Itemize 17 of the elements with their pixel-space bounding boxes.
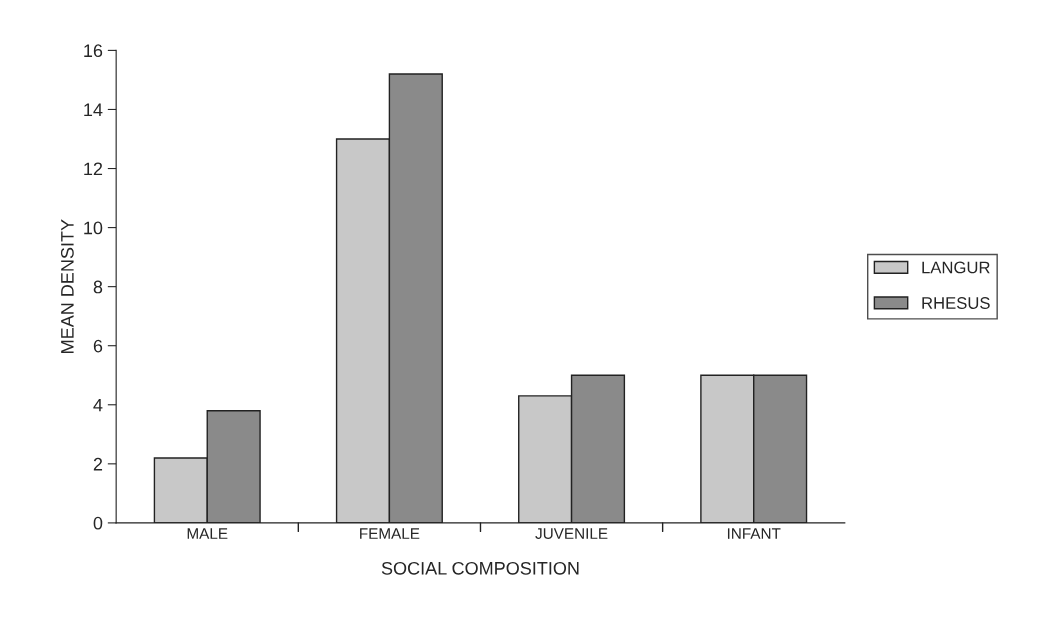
y-tick-label: 2: [93, 457, 103, 471]
y-axis-title: MEAN DENSITY: [60, 219, 74, 353]
y-tick-label: 6: [93, 339, 103, 353]
y-tick-label: 10: [84, 221, 103, 235]
x-tick-label: INFANT: [727, 528, 781, 539]
y-tick-label: 8: [93, 280, 103, 294]
y-tick-label: 16: [84, 44, 103, 58]
legend-label: RHESUS: [922, 297, 990, 309]
y-tick-label: 0: [93, 516, 103, 530]
legend-label: LANGUR: [922, 261, 990, 274]
y-tick-label: 14: [84, 103, 103, 116]
x-tick-label: FEMALE: [360, 528, 420, 539]
x-tick-label: JUVENILE: [535, 528, 608, 539]
y-tick-label: 12: [84, 162, 103, 176]
x-tick-label: MALE: [187, 528, 228, 539]
y-tick-label: 4: [93, 398, 103, 412]
x-axis-title: SOCIAL COMPOSITION: [381, 561, 579, 575]
